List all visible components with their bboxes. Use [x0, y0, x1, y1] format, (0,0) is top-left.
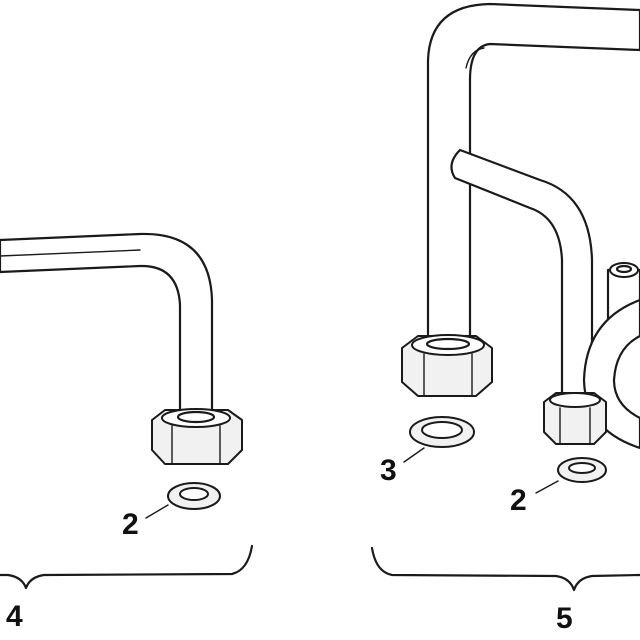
right-large-washer-leader [403, 447, 425, 463]
right-small-washer-leader [535, 480, 559, 494]
left-small-washer [167, 482, 221, 510]
right-large-union-nut [401, 334, 493, 397]
right-small-union-nut [543, 392, 607, 445]
right-large-washer [409, 416, 475, 448]
left-pipe-assembly: 2 4 [0, 232, 254, 633]
left-washer-callout: 2 [122, 508, 139, 541]
right-assembly-brace [370, 546, 640, 592]
left-assembly-brace [0, 544, 254, 590]
right-pipe-assembly: 3 2 5 [370, 2, 640, 635]
left-washer-leader [145, 504, 169, 519]
right-fuel-pipe-tall [426, 2, 640, 347]
right-fuel-pipe-branch [450, 148, 594, 402]
tall-pipe-highlight [465, 47, 485, 69]
left-assembly-callout: 4 [6, 600, 23, 633]
left-fuel-pipe [0, 232, 214, 422]
left-pipe-highlight [0, 249, 141, 257]
right-small-washer [557, 457, 607, 483]
right-small-washer-callout: 2 [510, 484, 527, 517]
right-large-washer-callout: 3 [380, 454, 397, 487]
left-union-nut [151, 408, 243, 465]
right-assembly-callout: 5 [556, 602, 573, 635]
